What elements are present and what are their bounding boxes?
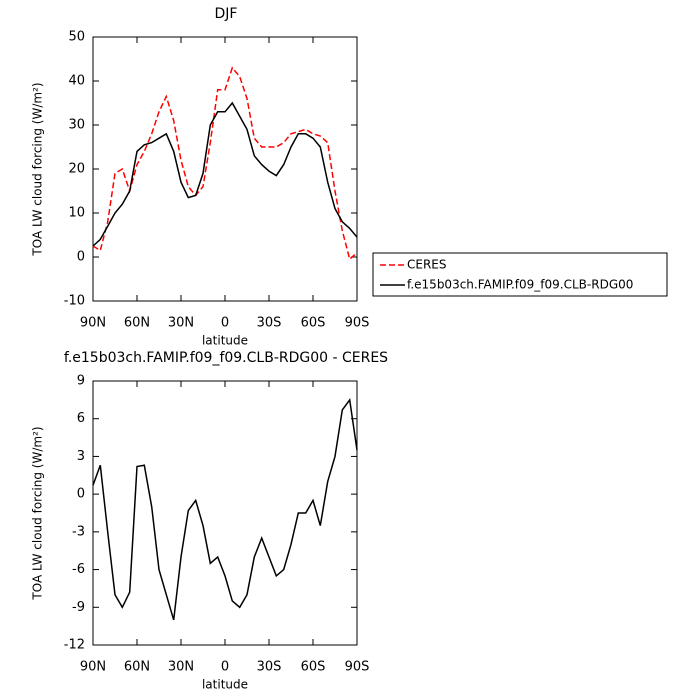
legend-box	[372, 252, 668, 297]
x-axis-label: latitude	[202, 334, 248, 348]
y-tick-label: 6	[77, 411, 85, 426]
x-tick-label: 60S	[301, 316, 326, 331]
x-tick-label: 0	[221, 316, 229, 331]
y-tick-label: -9	[72, 600, 85, 615]
x-axis-label: latitude	[202, 678, 248, 692]
y-tick-label: -6	[72, 562, 85, 577]
y-tick-label: -10	[64, 294, 85, 309]
chart-title: f.e15b03ch.FAMIP.f09_f09.CLB-RDG00 - CER…	[64, 350, 388, 366]
x-tick-label: 60N	[124, 316, 150, 331]
x-tick-label: 30N	[168, 316, 194, 331]
x-tick-label: 60N	[124, 660, 150, 675]
data-line	[92, 101, 358, 247]
y-tick-label: 3	[77, 449, 85, 464]
y-tick-label: 40	[68, 74, 85, 89]
x-tick-label: 90N	[80, 660, 106, 675]
x-tick-label: 30N	[168, 660, 194, 675]
x-tick-label: 30S	[257, 316, 282, 331]
legend-label: CERES	[407, 258, 447, 272]
x-tick-label: 60S	[301, 660, 326, 675]
y-tick-label: 30	[68, 118, 85, 133]
y-axis-label: TOA LW cloud forcing (W/m²)	[31, 82, 45, 256]
chart-title: DJF	[215, 6, 238, 22]
y-axis-label: TOA LW cloud forcing (W/m²)	[31, 426, 45, 600]
legend-label: f.e15b03ch.FAMIP.f09_f09.CLB-RDG00	[407, 278, 633, 292]
x-tick-label: 0	[221, 660, 229, 675]
y-tick-label: 0	[77, 250, 85, 265]
x-tick-label: 30S	[257, 660, 282, 675]
plot-frame	[92, 36, 358, 302]
y-tick-label: 0	[77, 487, 85, 502]
x-tick-label: 90S	[345, 660, 370, 675]
y-tick-label: -12	[64, 638, 85, 653]
y-tick-label: 20	[68, 162, 85, 177]
data-line	[92, 397, 358, 621]
y-tick-label: 9	[77, 374, 85, 389]
y-tick-label: 50	[68, 30, 85, 45]
x-tick-label: 90N	[80, 316, 106, 331]
y-tick-label: 10	[68, 206, 85, 221]
y-tick-label: -3	[72, 524, 85, 539]
data-line	[92, 66, 358, 261]
x-tick-label: 90S	[345, 316, 370, 331]
